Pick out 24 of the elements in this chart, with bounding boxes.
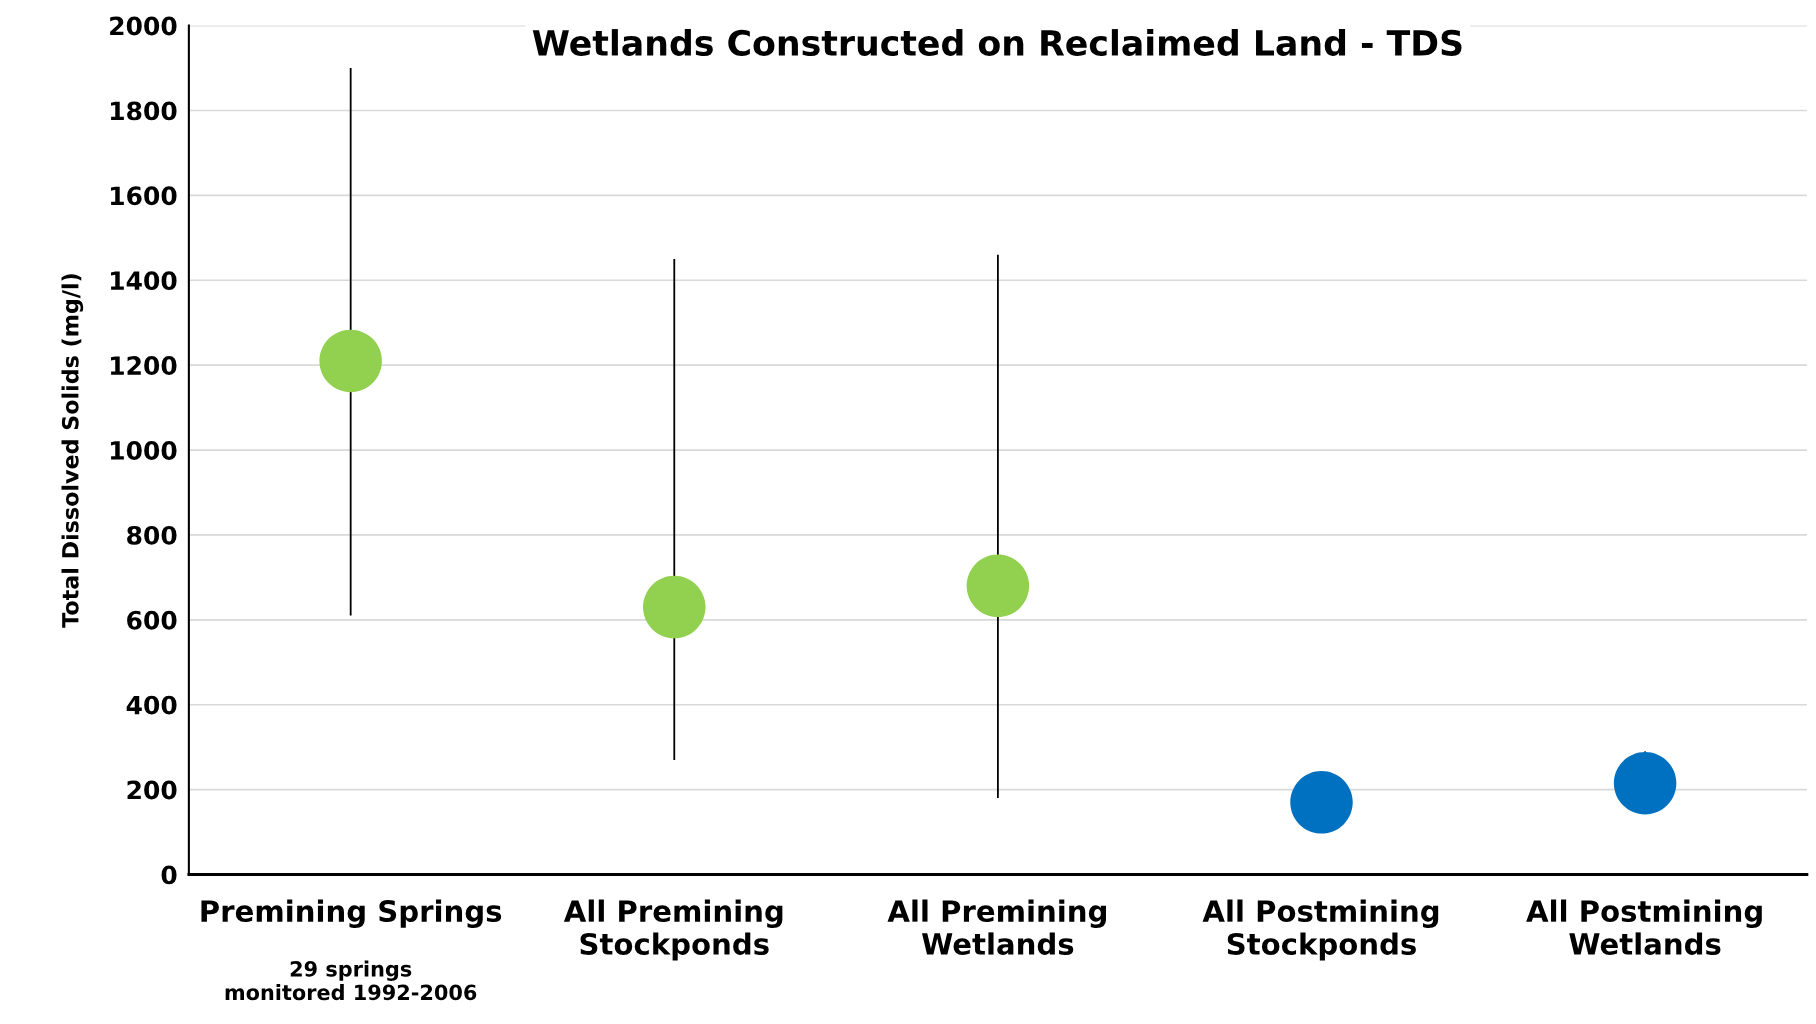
y-axis-title: Total Dissolved Solids (mg/l) bbox=[61, 274, 84, 628]
y-tick-label: 1200 bbox=[111, 356, 177, 376]
y-tick-label: 600 bbox=[127, 610, 177, 630]
chart-title: Wetlands Constructed on Reclaimed Land - TDS bbox=[532, 29, 1462, 56]
y-tick-label: 1600 bbox=[111, 186, 177, 206]
y-tick-label: 400 bbox=[126, 695, 177, 715]
x-tick-label: All Postmining Wetlands bbox=[1526, 899, 1762, 955]
point bbox=[1290, 771, 1353, 834]
y-tick-label: 1400 bbox=[111, 271, 177, 291]
text: 29 springs monitored 1992-2006 bbox=[225, 960, 477, 1001]
point bbox=[319, 329, 382, 393]
point bbox=[643, 575, 706, 639]
y-tick-label: 1000 bbox=[111, 440, 177, 460]
x-tick-label: Premining Springs bbox=[201, 899, 502, 928]
x-tick-label: All Premining Stockponds bbox=[563, 899, 783, 961]
point bbox=[1613, 751, 1677, 815]
y-tick-label: 1800 bbox=[111, 101, 177, 121]
x-tick-label: All Premining Wetlands bbox=[887, 899, 1106, 955]
x-tick-label: All Postmining Stockponds bbox=[1202, 899, 1439, 961]
y-tick-label: 2000 bbox=[110, 16, 177, 36]
y-tick-label: 0 bbox=[161, 865, 177, 885]
point bbox=[966, 554, 1030, 618]
y-tick-label: 800 bbox=[127, 525, 177, 545]
y-tick-label: 200 bbox=[127, 780, 177, 800]
